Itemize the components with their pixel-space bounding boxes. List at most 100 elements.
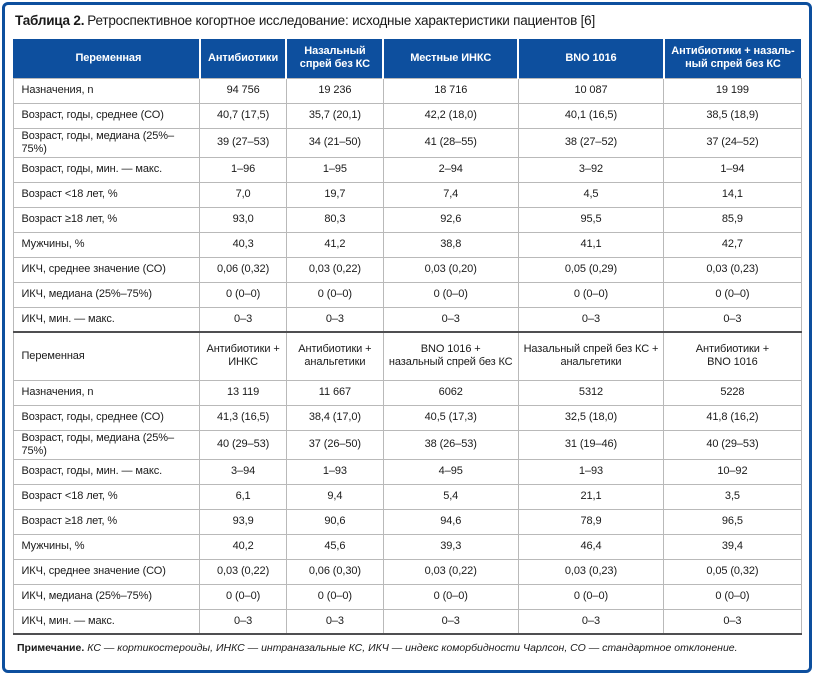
row-label-cell: Возраст <18 лет, %: [12, 483, 201, 510]
value-cell: 40,2: [199, 533, 287, 560]
value-cell: 39,3: [382, 533, 519, 560]
value-cell: 0 (0–0): [663, 281, 802, 308]
footnote-label: Примечание.: [17, 642, 85, 654]
value-cell: 0 (0–0): [382, 583, 519, 610]
value-cell: 5312: [517, 379, 665, 406]
value-cell: 0 (0–0): [517, 583, 665, 610]
value-cell: 19 236: [285, 77, 384, 104]
table-row: Возраст ≥18 лет, % 93,9 90,6 94,6 78,9 96,5: [12, 508, 802, 535]
row-label-cell: ИКЧ, медиана (25%–75%): [12, 281, 201, 308]
row-label-cell: Возраст, годы, медиана (25%–75%): [12, 127, 201, 158]
column-header-cell: Назальный спрей без КС + анальгетики: [517, 331, 665, 381]
value-cell: 0–3: [517, 306, 665, 333]
value-cell: 92,6: [382, 206, 519, 233]
row-label-cell: ИКЧ, среднее значение (СО): [12, 256, 201, 283]
value-cell: 40,5 (17,3): [382, 404, 519, 431]
column-header-row-top: Переменная Антибиотики Назальный спрей без…: [13, 39, 801, 78]
value-cell: 18 716: [382, 77, 519, 104]
table-row: Возраст, годы, мин. — макс. 1–96 1–95 2–94 3…: [12, 156, 802, 183]
value-cell: 13 119: [199, 379, 287, 406]
value-cell: 19 199: [663, 77, 802, 104]
row-label-cell: Возраст ≥18 лет, %: [12, 206, 201, 233]
column-header-cell: Переменная: [13, 39, 200, 78]
value-cell: 31 (19–46): [517, 429, 665, 460]
row-label-cell: Назначения, n: [12, 379, 201, 406]
row-label-cell: Возраст, годы, мин. — макс.: [12, 156, 201, 183]
value-cell: 3–92: [517, 156, 665, 183]
value-cell: 11 667: [285, 379, 384, 406]
value-cell: 0,03 (0,22): [285, 256, 384, 283]
value-cell: 40,3: [199, 231, 287, 258]
column-header-row-second: Переменная Антибиотики + ИНКС Антибиотики …: [12, 331, 802, 381]
value-cell: 78,9: [517, 508, 665, 535]
value-cell: 3–94: [199, 458, 287, 485]
value-cell: 0–3: [199, 608, 287, 635]
value-cell: 0,06 (0,30): [285, 558, 384, 585]
value-cell: 7,4: [382, 181, 519, 208]
column-header-cell: Антибиотики: [198, 39, 287, 78]
value-cell: 38,8: [382, 231, 519, 258]
row-label-cell: Возраст, годы, среднее (СО): [12, 102, 201, 129]
table-caption: Таблица 2. Ретроспективное когортное иссл…: [15, 12, 799, 30]
column-header-cell: Антибиотики + анальгетики: [285, 331, 384, 381]
value-cell: 0,03 (0,23): [663, 256, 802, 283]
value-cell: 40,1 (16,5): [517, 102, 665, 129]
footnote: Примечание. КС — кортикостероиды, ИНКС — …: [17, 641, 797, 655]
value-cell: 41,3 (16,5): [199, 404, 287, 431]
table-row: Возраст, годы, среднее (СО) 41,3 (16,5) 38…: [12, 404, 802, 431]
table-row: Возраст ≥18 лет, % 93,0 80,3 92,6 95,5 85,9: [12, 206, 802, 233]
value-cell: 21,1: [517, 483, 665, 510]
column-header-cell: BNO 1016 + назальный спрей без КС: [382, 331, 519, 381]
row-label-cell: ИКЧ, медиана (25%–75%): [12, 583, 201, 610]
row-label-cell: Мужчины, %: [12, 533, 201, 560]
table-row: ИКЧ, мин. — макс. 0–3 0–3 0–3 0–3 0–3: [12, 306, 802, 333]
value-cell: 0,05 (0,32): [663, 558, 802, 585]
value-cell: 1–94: [663, 156, 802, 183]
table-row: Назначения, n 94 756 19 236 18 716 10 087 19 …: [12, 77, 802, 104]
value-cell: 0–3: [663, 608, 802, 635]
value-cell: 0,03 (0,23): [517, 558, 665, 585]
table-caption-text: Ретроспективное когортное исследование: …: [87, 13, 596, 28]
value-cell: 42,7: [663, 231, 802, 258]
value-cell: 85,9: [663, 206, 802, 233]
value-cell: 90,6: [285, 508, 384, 535]
value-cell: 0–3: [285, 608, 384, 635]
value-cell: 94 756: [199, 77, 287, 104]
patients-table-body: Переменная Антибиотики Назальный спрей без…: [12, 39, 802, 635]
table-row: ИКЧ, мин. — макс. 0–3 0–3 0–3 0–3 0–3: [12, 608, 802, 635]
table-row: Возраст <18 лет, % 7,0 19,7 7,4 4,5 14,1: [12, 181, 802, 208]
column-header-cell: Местные ИНКС: [382, 39, 519, 78]
column-header-cell: Переменная: [12, 331, 201, 381]
row-label-cell: Возраст, годы, среднее (СО): [12, 404, 201, 431]
value-cell: 41,8 (16,2): [663, 404, 802, 431]
value-cell: 4–95: [382, 458, 519, 485]
value-cell: 0,05 (0,29): [517, 256, 665, 283]
value-cell: 0 (0–0): [285, 583, 384, 610]
column-header-cell: BNO 1016: [517, 39, 664, 78]
value-cell: 0–3: [517, 608, 665, 635]
value-cell: 93,9: [199, 508, 287, 535]
value-cell: 0–3: [199, 306, 287, 333]
value-cell: 4,5: [517, 181, 665, 208]
value-cell: 0,06 (0,32): [199, 256, 287, 283]
value-cell: 39,4: [663, 533, 802, 560]
value-cell: 35,7 (20,1): [285, 102, 384, 129]
value-cell: 45,6: [285, 533, 384, 560]
value-cell: 0,03 (0,20): [382, 256, 519, 283]
value-cell: 38 (27–52): [517, 127, 665, 158]
table-row: Возраст, годы, медиана (25%–75%) 39 (27–5…: [12, 127, 802, 158]
table-row: ИКЧ, среднее значение (СО) 0,06 (0,32) 0,0…: [12, 256, 802, 283]
column-header-cell: Антибиотики + BNO 1016: [663, 331, 802, 381]
value-cell: 7,0: [199, 181, 287, 208]
table-caption-label: Таблица 2.: [15, 13, 85, 28]
value-cell: 0 (0–0): [285, 281, 384, 308]
row-label-cell: ИКЧ, мин. — макс.: [12, 608, 201, 635]
table-row: ИКЧ, медиана (25%–75%) 0 (0–0) 0 (0–0) 0 (0…: [12, 281, 802, 308]
value-cell: 95,5: [517, 206, 665, 233]
value-cell: 10–92: [663, 458, 802, 485]
table-row: Возраст, годы, мин. — макс. 3–94 1–93 4–95 1…: [12, 458, 802, 485]
value-cell: 0,03 (0,22): [199, 558, 287, 585]
value-cell: 0–3: [382, 306, 519, 333]
value-cell: 46,4: [517, 533, 665, 560]
value-cell: 41,1: [517, 231, 665, 258]
